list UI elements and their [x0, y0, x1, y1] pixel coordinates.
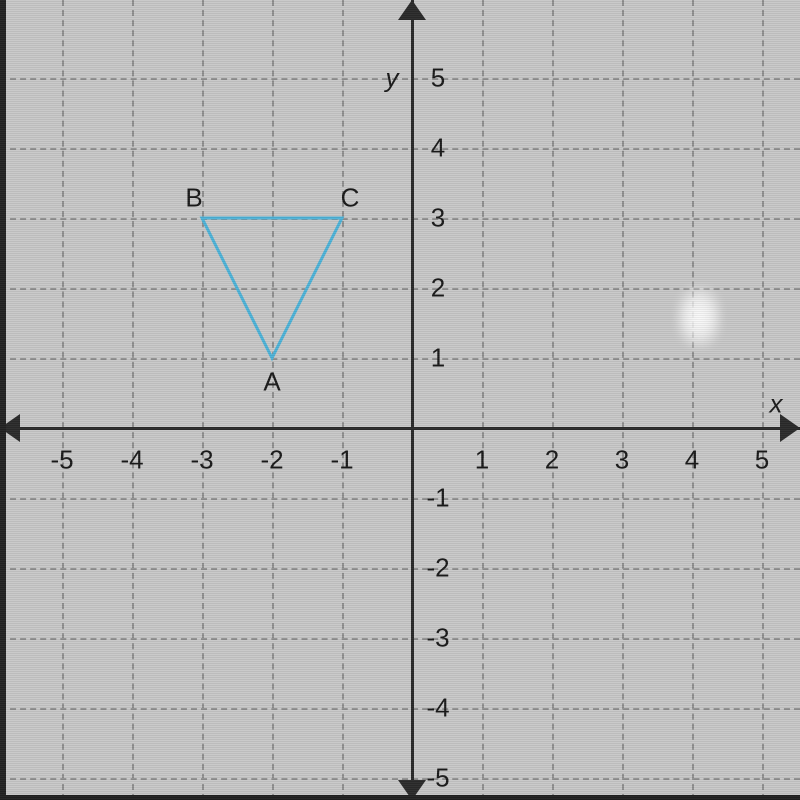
- coordinate-plane: -5-4-3-2-112345-5-4-3-2-112345 x y A B C: [0, 0, 800, 800]
- screen-frame-bottom: [0, 795, 800, 800]
- triangle-shape: [0, 0, 800, 800]
- vertex-label-a: A: [263, 367, 280, 398]
- vertex-label-c: C: [341, 183, 360, 214]
- vertex-label-b: B: [185, 183, 202, 214]
- screen-frame-left: [0, 0, 6, 800]
